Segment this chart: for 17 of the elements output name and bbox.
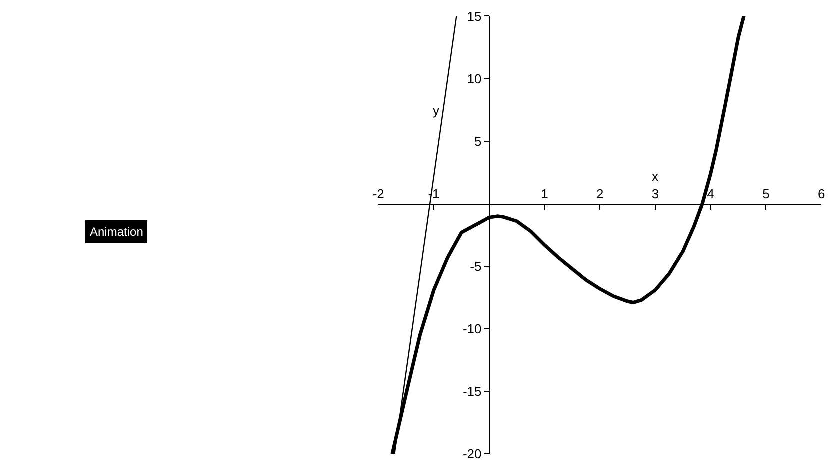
x-tick-label: 6: [818, 186, 826, 202]
y-tick-label: 15: [467, 8, 482, 24]
x-tick-label: -2: [372, 186, 384, 202]
x-tick-label: 5: [762, 186, 770, 202]
text: Animation: [90, 225, 144, 239]
x-tick-label: 4: [707, 186, 714, 202]
x-tick-label: 1: [541, 186, 548, 202]
y-tick-label: -10: [462, 322, 482, 337]
x-tick-label: 2: [596, 186, 604, 202]
y-tick-label: -15: [462, 384, 482, 400]
y-tick-label: -20: [462, 446, 482, 462]
x-axis-title: x: [652, 169, 659, 184]
y-tick-label: 5: [474, 134, 482, 149]
y-tick-label: 10: [467, 71, 482, 86]
y-tick-label: -5: [470, 259, 482, 274]
x-tick-label: 3: [652, 186, 660, 202]
y-axis-title: y: [433, 103, 440, 118]
